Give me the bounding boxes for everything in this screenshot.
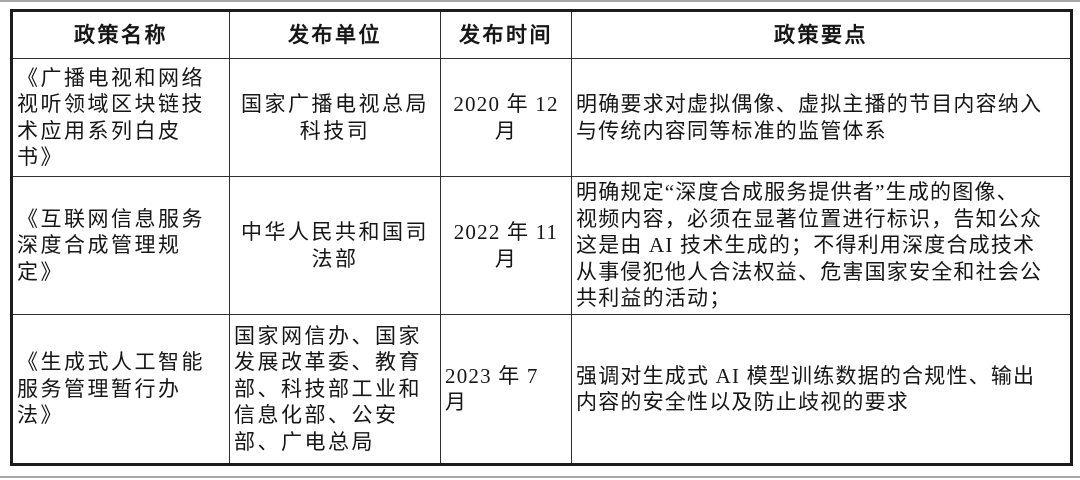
publish-date-cell: 2023 年 7 月 [440,314,572,465]
policy-name-cell: 《生成式人工智能 服务管理暂行办 法》 [11,314,230,465]
header-key-points: 政策要点 [571,10,1072,59]
table-header-row: 政策名称 发布单位 发布时间 政策要点 [11,10,1072,59]
key-points-cell: 明确规定“深度合成服务提供者”生成的图像、 视频内容，必须在显著位置进行标识，告… [571,176,1072,315]
issuer-cell: 中华人民共和国司 法部 [229,176,441,315]
policy-table: 政策名称 发布单位 发布时间 政策要点 《广播电视和网络 视听领域区块链技 术应… [10,9,1073,466]
key-points-cell: 明确要求对虚拟偶像、虚拟主播的节目内容纳入 与传统内容同等标准的监管体系 [571,58,1072,177]
table-row: 《广播电视和网络 视听领域区块链技 术应用系列白皮 书》 国家广播电视总局 科技… [11,58,1072,177]
header-policy-name: 政策名称 [11,10,230,59]
key-points-cell: 强调对生成式 AI 模型训练数据的合规性、输出 内容的安全性以及防止歧视的要求 [571,314,1072,465]
header-publish-date: 发布时间 [440,10,572,59]
policy-name-cell: 《互联网信息服务 深度合成管理规 定》 [11,176,230,315]
publish-date-cell: 2020 年 12 月 [440,58,572,177]
page-bottom-edge-line [0,476,1080,478]
table-row: 《生成式人工智能 服务管理暂行办 法》 国家网信办、国家 发展改革委、教育 部、… [11,314,1072,465]
publish-date-cell: 2022 年 11 月 [440,176,572,315]
issuer-cell: 国家广播电视总局 科技司 [229,58,441,177]
header-issuer: 发布单位 [229,10,441,59]
issuer-cell: 国家网信办、国家 发展改革委、教育 部、科技部工业和 信息化部、公安 部、广电总… [229,314,441,465]
table-row: 《互联网信息服务 深度合成管理规 定》 中华人民共和国司 法部 2022 年 1… [11,176,1072,315]
policy-name-cell: 《广播电视和网络 视听领域区块链技 术应用系列白皮 书》 [11,58,230,177]
page-top-edge-line [0,0,1080,2]
